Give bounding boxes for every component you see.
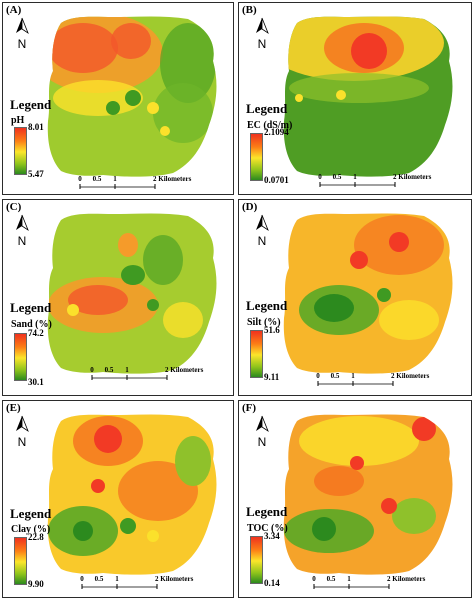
silt-surface-map	[283, 213, 453, 374]
scale-bar: 0 0.5 1 2 Kilometers	[312, 575, 426, 589]
legend-variable: Silt (%)	[247, 317, 281, 328]
legend-min: 0.0701	[264, 175, 289, 185]
panel-label: (D)	[242, 201, 258, 213]
scale-end: 2 Kilometers	[153, 175, 192, 183]
legend-min: 0.14	[264, 578, 280, 588]
scale-tick-1: 1	[113, 175, 117, 183]
color-ramp	[250, 536, 263, 584]
north-arrow-icon: N	[16, 214, 29, 248]
svg-text:1: 1	[347, 575, 351, 583]
legend-title: Legend	[10, 506, 52, 521]
sand-surface-map	[47, 213, 217, 374]
svg-text:2 Kilometers: 2 Kilometers	[393, 173, 432, 181]
north-arrow-icon: N	[16, 415, 29, 449]
scale-tick-0: 0	[78, 175, 82, 183]
scale-bar: 0 0.5 1 2 Kilometers	[316, 372, 430, 386]
svg-text:N: N	[18, 234, 27, 248]
svg-text:0: 0	[318, 173, 322, 181]
legend-max: 8.01	[28, 122, 44, 132]
panel-d: (D) N Legend Silt (%) 51.6 9.11 0 0.5 1 …	[238, 199, 472, 396]
panel-label: (B)	[242, 4, 257, 16]
legend-max: 2.1094	[264, 127, 289, 137]
scale-bar: 0 0.5 1 2 Kilometers	[78, 175, 192, 189]
legend-title: Legend	[246, 504, 288, 519]
ec-surface-map	[283, 16, 453, 177]
panel-b: (B) N Legend EC (dS/m) 2.1094 0.0701 0 0…	[238, 2, 472, 195]
scale-bar: 0 0.5 1 2 Kilometers	[80, 575, 194, 589]
panel-label: (F)	[242, 402, 257, 414]
legend-title: Legend	[10, 300, 52, 315]
svg-text:N: N	[18, 435, 27, 449]
svg-text:0: 0	[316, 372, 320, 380]
legend-variable: Clay (%)	[11, 524, 51, 535]
legend-max: 22.8	[28, 532, 44, 542]
legend-max: 51.6	[264, 325, 280, 335]
scale-bar: 0 0.5 1 2 Kilometers	[90, 366, 204, 380]
svg-text:0.5: 0.5	[105, 366, 114, 374]
svg-text:0.5: 0.5	[331, 372, 340, 380]
legend-title: Legend	[10, 97, 52, 112]
svg-text:N: N	[258, 234, 267, 248]
legend-min: 9.11	[264, 372, 280, 382]
svg-text:N: N	[258, 37, 267, 51]
svg-text:2 Kilometers: 2 Kilometers	[391, 372, 430, 380]
toc-surface-map	[283, 414, 453, 575]
scale-tick-05: 0.5	[93, 175, 102, 183]
legend-min: 9.90	[28, 579, 44, 589]
legend-max: 3.34	[264, 531, 280, 541]
legend-variable: Sand (%)	[11, 319, 52, 330]
color-ramp	[14, 127, 27, 175]
svg-text:1: 1	[351, 372, 355, 380]
color-ramp	[250, 330, 263, 378]
svg-text:1: 1	[125, 366, 129, 374]
panel-label: (A)	[6, 4, 22, 16]
svg-text:2 Kilometers: 2 Kilometers	[387, 575, 426, 583]
svg-text:0: 0	[90, 366, 94, 374]
svg-text:0.5: 0.5	[95, 575, 104, 583]
svg-text:0.5: 0.5	[333, 173, 342, 181]
north-arrow-icon: N	[256, 214, 269, 248]
legend-min: 30.1	[28, 377, 44, 387]
svg-text:0: 0	[80, 575, 84, 583]
color-ramp	[14, 537, 27, 585]
panel-c: (C) N Legend Sand (%) 74.2 30.1 0 0.5 1 …	[2, 199, 234, 396]
svg-text:1: 1	[115, 575, 119, 583]
legend-variable: TOC (%)	[247, 523, 288, 534]
scale-bar: 0 0.5 1 2 Kilometers	[318, 173, 432, 187]
svg-text:2 Kilometers: 2 Kilometers	[165, 366, 204, 374]
legend-max: 74.2	[28, 328, 44, 338]
panel-f: (F) N Legend TOC (%) 3.34 0.14 0 0.5 1 2…	[238, 400, 472, 598]
svg-text:N: N	[258, 435, 267, 449]
svg-text:1: 1	[353, 173, 357, 181]
svg-text:0: 0	[312, 575, 316, 583]
legend-variable: pH	[11, 115, 25, 126]
ph-surface-map	[47, 16, 217, 177]
north-arrow-icon: N	[256, 415, 269, 449]
clay-surface-map	[47, 414, 217, 575]
panel-a: (A) N Legend pH 8.01 5.47 0 0.5 1 2 Kilo…	[2, 2, 234, 195]
legend-title: Legend	[246, 298, 288, 313]
north-label: N	[18, 37, 27, 51]
north-arrow-icon: N	[256, 17, 269, 51]
legend-variable: EC (dS/m)	[247, 120, 293, 131]
panel-e: (E) N Legend Clay (%) 22.8 9.90 0 0.5 1 …	[2, 400, 234, 598]
color-ramp	[250, 133, 263, 181]
legend-title: Legend	[246, 101, 288, 116]
svg-text:0.5: 0.5	[327, 575, 336, 583]
panel-label: (E)	[6, 402, 21, 414]
legend-min: 5.47	[28, 169, 44, 179]
color-ramp	[14, 333, 27, 381]
panel-label: (C)	[6, 201, 22, 213]
svg-text:2 Kilometers: 2 Kilometers	[155, 575, 194, 583]
north-arrow-icon: N	[16, 17, 29, 51]
